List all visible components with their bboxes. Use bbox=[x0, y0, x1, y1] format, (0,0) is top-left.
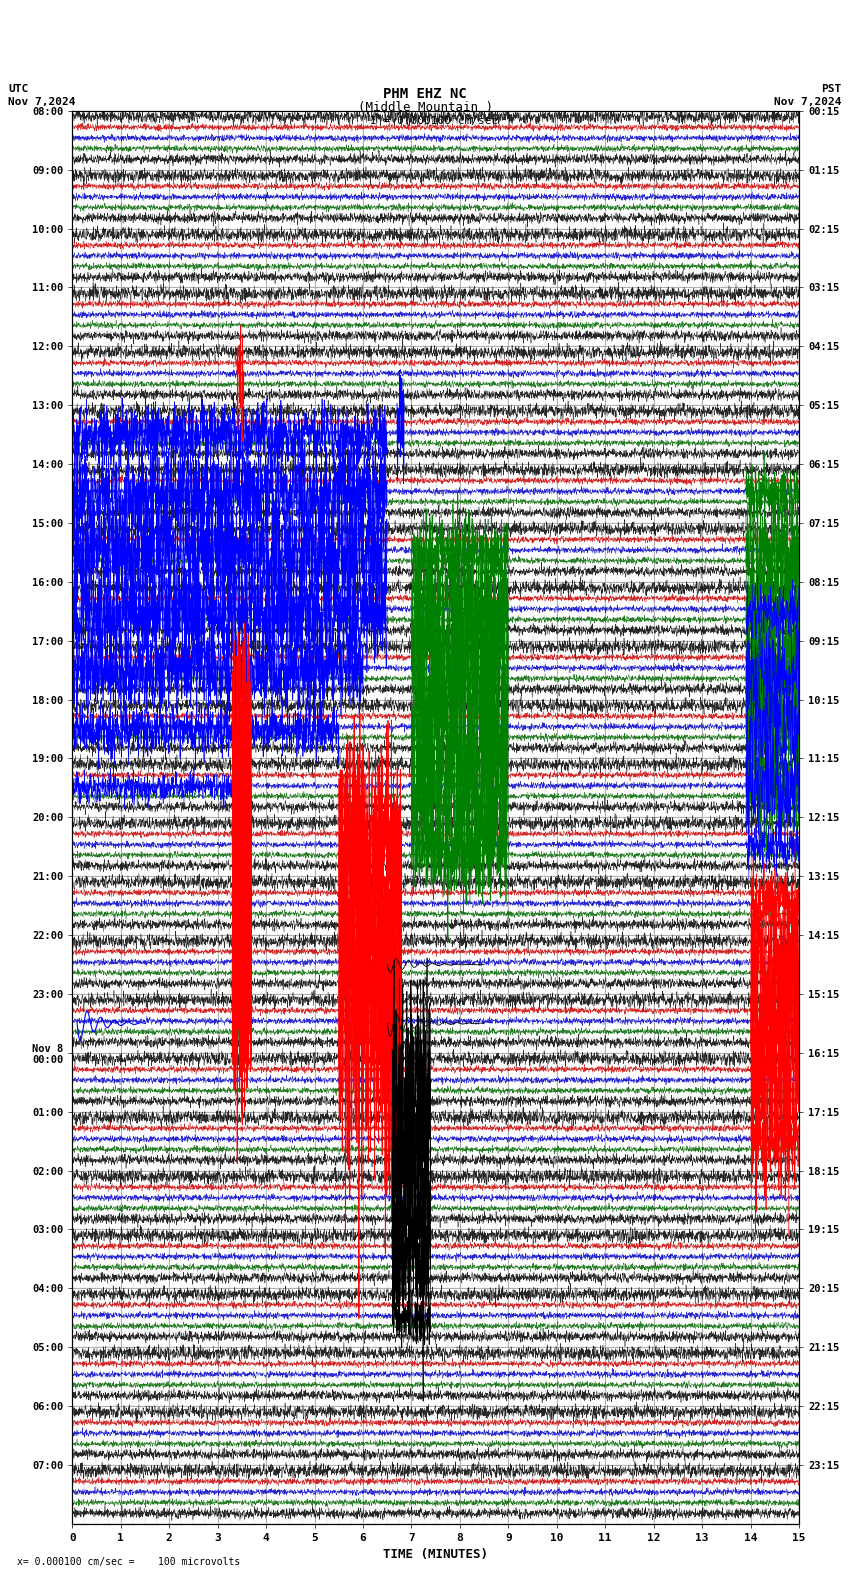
Text: I = 0.000100 cm/sec: I = 0.000100 cm/sec bbox=[370, 116, 498, 125]
Text: Nov 7,2024: Nov 7,2024 bbox=[774, 97, 842, 106]
Text: Nov 7,2024: Nov 7,2024 bbox=[8, 97, 76, 106]
Text: PST: PST bbox=[821, 84, 842, 93]
Text: UTC: UTC bbox=[8, 84, 29, 93]
Text: PHM EHZ NC: PHM EHZ NC bbox=[383, 87, 467, 101]
Text: x= 0.000100 cm/sec =    100 microvolts: x= 0.000100 cm/sec = 100 microvolts bbox=[17, 1557, 241, 1567]
X-axis label: TIME (MINUTES): TIME (MINUTES) bbox=[383, 1549, 488, 1562]
Text: (Middle Mountain ): (Middle Mountain ) bbox=[358, 101, 492, 114]
